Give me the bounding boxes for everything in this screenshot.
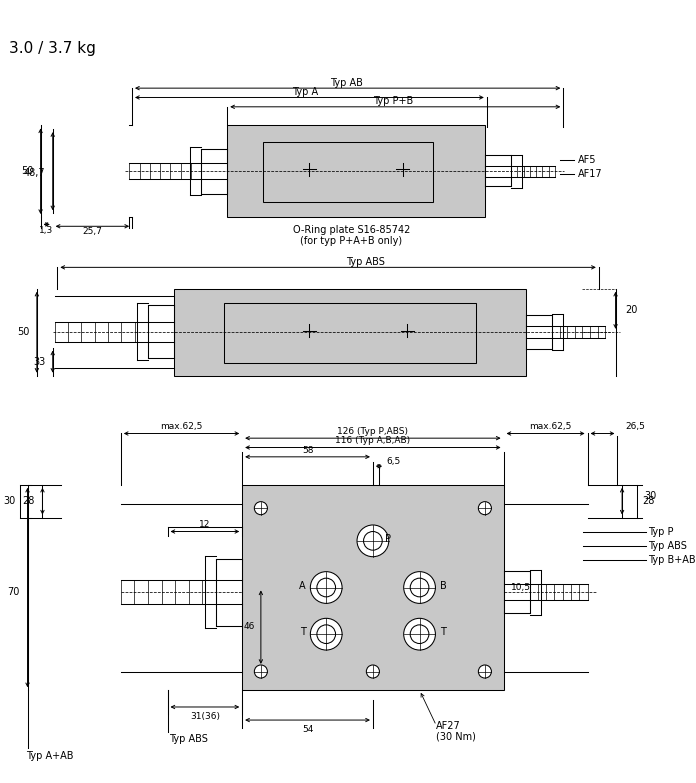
Circle shape <box>478 665 491 678</box>
Circle shape <box>310 572 342 604</box>
Text: Typ ABS: Typ ABS <box>346 257 385 267</box>
FancyBboxPatch shape <box>485 155 511 186</box>
Text: Typ A: Typ A <box>292 87 318 97</box>
FancyBboxPatch shape <box>201 149 228 193</box>
Circle shape <box>410 625 429 644</box>
Text: 26,5: 26,5 <box>625 423 644 431</box>
Text: 6,5: 6,5 <box>386 457 400 466</box>
Text: 12: 12 <box>199 521 211 529</box>
Text: T: T <box>440 627 446 637</box>
Text: T: T <box>300 627 306 637</box>
Text: max.62,5: max.62,5 <box>529 423 571 431</box>
Circle shape <box>410 578 429 597</box>
Circle shape <box>254 502 267 514</box>
FancyBboxPatch shape <box>526 315 552 348</box>
Text: Typ AB: Typ AB <box>331 78 363 88</box>
Text: Typ B+AB: Typ B+AB <box>648 554 696 565</box>
Text: 33: 33 <box>33 356 45 366</box>
FancyBboxPatch shape <box>223 303 475 363</box>
Text: 30: 30 <box>644 491 657 501</box>
Text: 1,3: 1,3 <box>39 226 54 235</box>
Circle shape <box>404 572 436 604</box>
Text: P: P <box>385 534 391 544</box>
Circle shape <box>363 532 382 550</box>
Text: Typ A+AB: Typ A+AB <box>26 751 73 760</box>
Text: 50: 50 <box>21 166 33 176</box>
FancyBboxPatch shape <box>242 485 504 690</box>
Text: 58: 58 <box>302 446 313 455</box>
Text: O-Ring plate S16-85742: O-Ring plate S16-85742 <box>293 225 410 235</box>
Text: B: B <box>440 581 447 590</box>
Text: 30: 30 <box>3 496 15 506</box>
FancyBboxPatch shape <box>504 571 530 613</box>
Text: AF17: AF17 <box>578 169 603 179</box>
Text: Typ P+B: Typ P+B <box>373 96 413 106</box>
Text: max.62,5: max.62,5 <box>160 423 203 431</box>
Text: 116 (Typ A,B,AB): 116 (Typ A,B,AB) <box>335 436 411 446</box>
Text: 25,7: 25,7 <box>82 227 102 236</box>
FancyBboxPatch shape <box>263 143 433 202</box>
Text: 31(36): 31(36) <box>190 712 220 721</box>
Text: AF5: AF5 <box>578 155 596 165</box>
Text: 46: 46 <box>244 622 255 631</box>
Text: Typ P: Typ P <box>648 526 674 536</box>
Text: 70: 70 <box>8 587 20 597</box>
FancyBboxPatch shape <box>148 305 174 358</box>
Text: 20: 20 <box>625 305 638 316</box>
Text: 28: 28 <box>642 496 655 506</box>
Text: (for typ P+A+B only): (for typ P+A+B only) <box>301 236 402 246</box>
Text: 3.0 / 3.7 kg: 3.0 / 3.7 kg <box>9 41 96 56</box>
Circle shape <box>310 619 342 650</box>
FancyBboxPatch shape <box>174 289 526 376</box>
Circle shape <box>357 525 389 557</box>
Text: 54: 54 <box>302 725 313 734</box>
Circle shape <box>366 665 379 678</box>
Circle shape <box>317 578 335 597</box>
Text: (30 Nm): (30 Nm) <box>436 732 476 742</box>
Circle shape <box>254 665 267 678</box>
Text: A: A <box>299 581 306 590</box>
FancyBboxPatch shape <box>228 125 485 217</box>
Text: 126 (Typ P,ABS): 126 (Typ P,ABS) <box>338 428 409 436</box>
Text: 50: 50 <box>17 327 29 337</box>
Text: 28: 28 <box>22 496 35 506</box>
Text: Typ ABS: Typ ABS <box>648 540 687 550</box>
Text: 10,5: 10,5 <box>511 583 531 592</box>
Text: AF27: AF27 <box>436 720 461 731</box>
Circle shape <box>478 502 491 514</box>
FancyBboxPatch shape <box>216 558 242 626</box>
Text: 48,7: 48,7 <box>24 168 45 178</box>
Circle shape <box>317 625 335 644</box>
Circle shape <box>404 619 436 650</box>
Text: Typ ABS: Typ ABS <box>169 734 208 744</box>
